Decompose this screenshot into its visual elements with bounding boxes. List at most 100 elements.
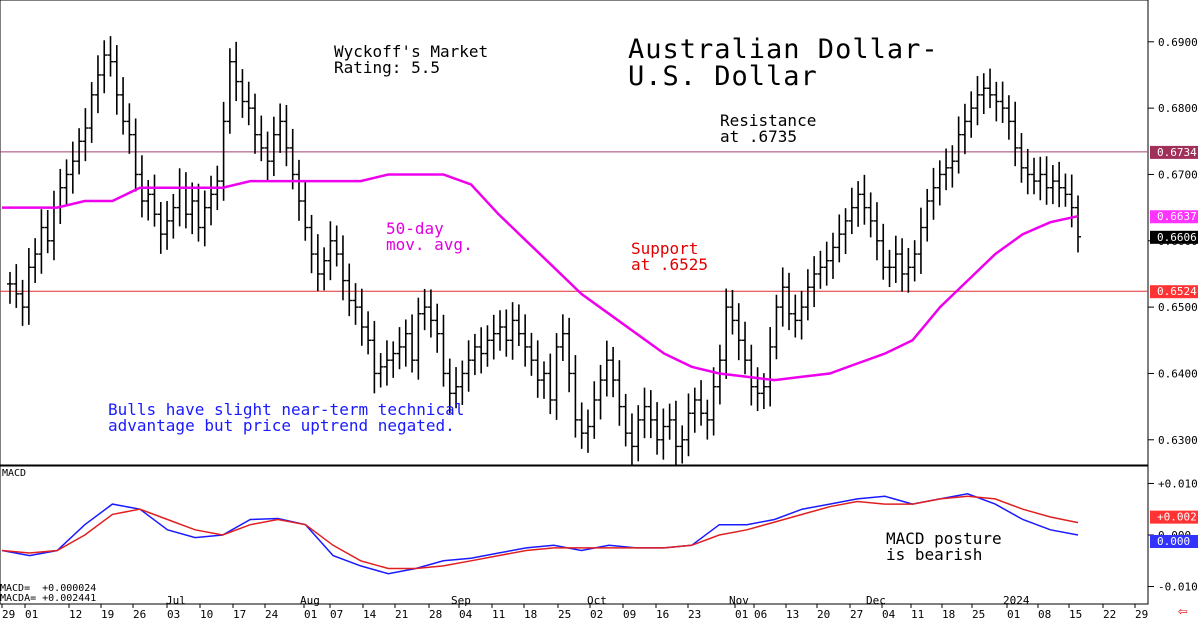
macda-line <box>1 495 1079 570</box>
x-axis-labels: 29 01 12 19 26 03 10 17 24 01 07 14 21 28 04 11 18 25 02 09… <box>1 594 1148 621</box>
price-bar <box>13 264 20 308</box>
price-tag: 0.6606 <box>1150 230 1198 244</box>
price-bar <box>892 235 899 283</box>
price-bar <box>767 327 774 407</box>
price-bar <box>584 409 591 453</box>
x-day-label: 15 <box>1069 608 1082 621</box>
x-day-label: 07 <box>330 608 343 621</box>
x-day-label: 12 <box>69 608 82 621</box>
price-bar <box>899 238 906 292</box>
price-bar <box>1068 174 1075 228</box>
y-tick-label: 0.6800 <box>1158 102 1198 115</box>
price-bar <box>258 115 265 162</box>
price-bar <box>723 288 730 379</box>
price-bar <box>811 256 818 308</box>
price-bar <box>855 181 862 227</box>
price-bar <box>742 321 749 375</box>
price-bar <box>446 358 453 414</box>
price-bar <box>842 208 849 255</box>
price-bar <box>195 183 202 242</box>
price-bar <box>1024 148 1031 195</box>
price-bar <box>50 190 57 261</box>
x-day-label: 22 <box>1103 608 1116 621</box>
x-day-label: 08 <box>1038 608 1051 621</box>
price-bar <box>88 82 95 143</box>
price-bar <box>1056 161 1063 208</box>
price-bar <box>817 250 824 289</box>
x-month-label: Dec <box>866 594 886 607</box>
price-bar <box>157 201 164 254</box>
price-bar <box>7 271 13 304</box>
price-bar <box>943 148 950 191</box>
x-day-label: 01 <box>304 608 317 621</box>
price-bar <box>283 104 290 167</box>
macd-line <box>1 493 1079 575</box>
price-bar <box>189 182 196 235</box>
price-bar <box>409 314 416 373</box>
price-bar <box>44 210 51 254</box>
support-label: Support at .6525 <box>631 239 709 274</box>
price-bar <box>19 279 26 326</box>
x-day-label: 13 <box>786 608 799 621</box>
price-bar <box>578 402 585 449</box>
resistance-label: Resistance at .6735 <box>720 111 817 146</box>
price-bar <box>679 425 686 464</box>
macd-tag-label: 0.000 <box>1157 535 1190 548</box>
moving-average-label: 50-day mov. avg. <box>386 219 473 254</box>
price-bar <box>1049 165 1056 205</box>
y-tick-label: 0.6900 <box>1158 36 1198 49</box>
price-bar <box>390 341 397 378</box>
macd-tag: 0.000 <box>1150 535 1198 548</box>
x-day-label: 24 <box>265 608 279 621</box>
price-bar <box>924 188 931 242</box>
y-tick-label: 0.6500 <box>1158 301 1198 314</box>
price-bar <box>226 48 233 134</box>
price-bar <box>107 36 114 77</box>
price-bar <box>321 247 328 291</box>
price-bar <box>566 317 573 393</box>
price-bar <box>660 408 667 460</box>
price-bar <box>1075 195 1081 253</box>
arrow-left-icon[interactable]: ⇦ <box>1178 601 1188 620</box>
x-month-label: 2024 <box>1003 594 1030 607</box>
price-bars <box>7 36 1081 467</box>
price-bar <box>478 327 485 374</box>
macd-tick-label: +0.010 <box>1158 477 1198 490</box>
x-day-label: 29 <box>2 608 15 621</box>
x-day-label: 25 <box>558 608 571 621</box>
price-bar <box>201 190 208 247</box>
price-bar <box>82 108 89 162</box>
price-bar <box>182 172 189 229</box>
price-tag-label: 0.6734 <box>1157 146 1197 159</box>
price-bar <box>572 355 579 438</box>
price-bar <box>314 234 321 292</box>
market-rating: Wyckoff's Market Rating: 5.5 <box>334 42 489 77</box>
price-bar <box>779 267 786 327</box>
y-tick-label: 0.6700 <box>1158 168 1198 181</box>
macd-tag: +0.002 <box>1150 510 1198 524</box>
price-bar <box>151 174 158 227</box>
x-day-label: 01 <box>735 608 748 621</box>
price-bar <box>522 314 529 367</box>
x-day-label: 20 <box>817 608 830 621</box>
price-bar <box>440 314 447 387</box>
price-bar <box>233 41 240 102</box>
price-bar <box>955 116 962 174</box>
price-bar <box>289 128 296 190</box>
price-bar <box>528 332 535 376</box>
price-bar <box>415 297 422 380</box>
price-bar <box>534 340 541 398</box>
price-bar <box>930 167 937 220</box>
price-tag: 0.6734 <box>1150 145 1198 159</box>
price-bar <box>245 81 252 126</box>
y-tick-label: 0.6400 <box>1158 367 1198 380</box>
price-bar <box>101 40 108 94</box>
y-tick-label: 0.6300 <box>1158 434 1198 447</box>
price-bar <box>126 103 133 154</box>
price-bar <box>547 353 554 415</box>
x-month-label: Aug <box>300 594 320 607</box>
price-bar <box>69 141 76 194</box>
price-bar <box>553 333 560 420</box>
price-bar <box>974 76 981 126</box>
price-bar <box>434 303 441 353</box>
